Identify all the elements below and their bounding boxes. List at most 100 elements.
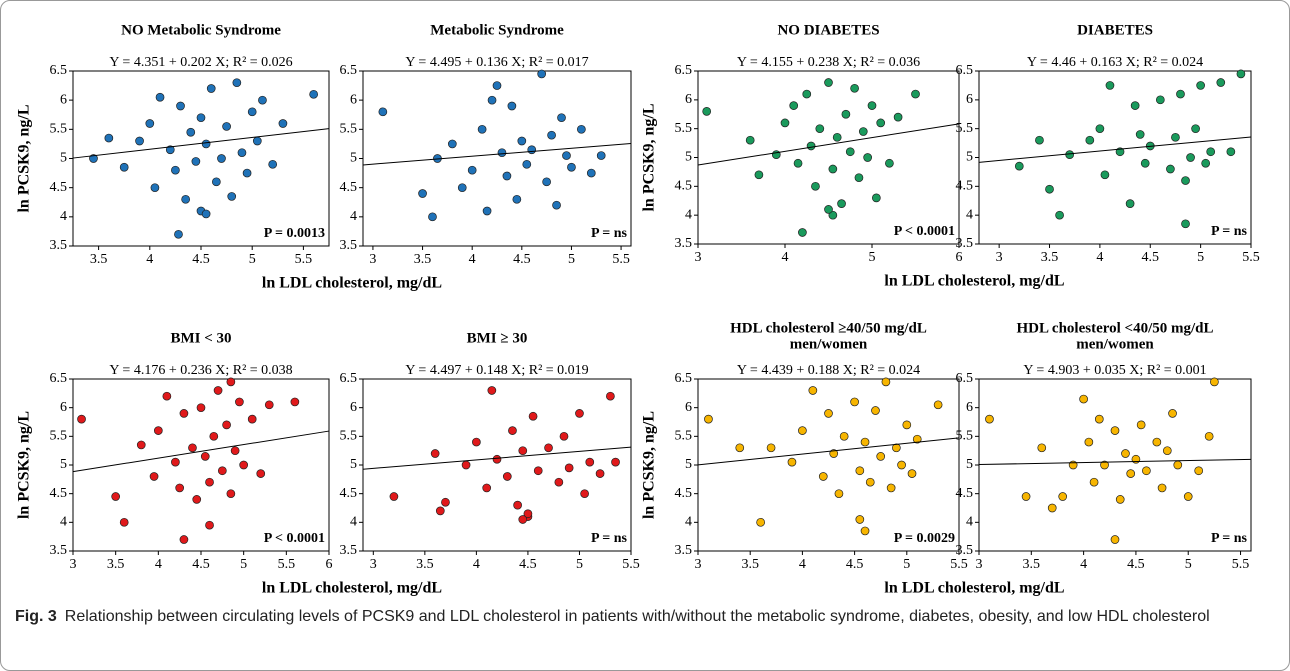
point xyxy=(209,431,219,441)
point xyxy=(754,170,764,180)
point xyxy=(850,83,859,93)
x-tick-label: 3 xyxy=(695,250,702,265)
x-tick-label: 4 xyxy=(146,252,153,267)
point xyxy=(893,112,903,122)
point xyxy=(881,377,891,387)
point xyxy=(841,109,851,119)
x-tick-label: 3.5 xyxy=(107,557,125,572)
fit-line xyxy=(697,437,960,466)
y-tick-label: 6.5 xyxy=(340,371,358,386)
point xyxy=(278,119,288,128)
point xyxy=(567,162,576,172)
point xyxy=(828,210,838,220)
point xyxy=(206,84,216,93)
point xyxy=(834,489,844,499)
point xyxy=(798,426,807,435)
point xyxy=(818,472,828,481)
point xyxy=(235,397,244,407)
y-tick-label: 5 xyxy=(966,457,973,472)
point xyxy=(1084,437,1094,447)
point xyxy=(1140,158,1150,168)
point xyxy=(1157,483,1167,493)
p-value: P < 0.0001 xyxy=(894,224,955,239)
x-axis-label: ln LDL cholesterol, mg/dL xyxy=(262,275,442,292)
point xyxy=(149,472,159,481)
y-tick-label: 5 xyxy=(350,457,357,472)
x-axis-label: ln LDL cholesterol, mg/dL xyxy=(884,273,1064,290)
point xyxy=(1181,219,1190,229)
y-tick-label: 4.5 xyxy=(50,180,68,195)
point xyxy=(461,460,471,470)
point xyxy=(230,446,240,456)
equation: Y = 4.155 + 0.238 X; R² = 0.036 xyxy=(737,55,920,70)
point xyxy=(518,446,528,456)
fit-line xyxy=(978,136,1252,163)
point xyxy=(435,506,445,516)
point xyxy=(174,229,183,239)
x-tick-label: 5.5 xyxy=(295,252,313,267)
point xyxy=(232,78,242,88)
p-value: P = ns xyxy=(591,226,628,241)
point xyxy=(1183,492,1193,501)
point xyxy=(564,463,574,473)
x-tick-label: 6 xyxy=(956,250,963,265)
x-tick-label: 3 xyxy=(996,250,1003,265)
y-tick-label: 6.5 xyxy=(50,63,68,78)
panel-title: HDL cholesterol ≥40/50 mg/dL xyxy=(730,320,927,336)
point xyxy=(1100,170,1110,180)
y-tick-label: 6 xyxy=(60,92,67,107)
y-axis-label: ln PCSK9, ng/L xyxy=(641,411,658,519)
panel-title: BMI ≥ 30 xyxy=(467,330,528,346)
point xyxy=(595,469,605,478)
point xyxy=(798,228,807,237)
point xyxy=(596,151,606,160)
point xyxy=(1171,132,1180,142)
x-tick-label: 5.5 xyxy=(950,557,968,572)
panel-title: men/women xyxy=(790,336,868,352)
point xyxy=(226,489,236,499)
fit-line xyxy=(978,458,1252,466)
point xyxy=(523,509,533,519)
point xyxy=(252,136,262,146)
fit-line xyxy=(72,128,330,159)
point xyxy=(497,148,507,158)
point xyxy=(175,483,185,493)
point xyxy=(547,130,556,140)
point xyxy=(537,69,547,79)
point xyxy=(1130,101,1140,110)
point xyxy=(1014,161,1024,171)
equation: Y = 4.351 + 0.202 X; R² = 0.026 xyxy=(109,55,292,70)
y-tick-label: 4 xyxy=(685,207,692,222)
point xyxy=(512,194,522,204)
point xyxy=(552,200,561,210)
x-tick-label: 3.5 xyxy=(1041,250,1059,265)
y-tick-label: 4.5 xyxy=(956,179,974,194)
point xyxy=(544,443,553,453)
point xyxy=(1100,460,1109,470)
point xyxy=(179,535,189,544)
point xyxy=(802,89,812,99)
x-tick-label: 4.5 xyxy=(192,557,210,572)
point xyxy=(239,460,249,470)
point xyxy=(1186,153,1195,162)
point xyxy=(985,414,994,424)
x-tick-label: 3.5 xyxy=(414,252,432,267)
point xyxy=(1047,503,1057,513)
x-tick-label: 5 xyxy=(240,557,247,572)
y-tick-label: 5 xyxy=(685,457,692,472)
point xyxy=(268,159,278,169)
point xyxy=(858,127,868,136)
chart: 3.5 4 4.5 5 5.5 6 6.5 3.5 4 4.5 5 5.5 Y = 4.351 + 0.… xyxy=(16,22,1260,596)
point xyxy=(780,118,790,128)
point xyxy=(824,78,833,87)
y-tick-label: 6.5 xyxy=(50,371,68,386)
y-tick-label: 3.5 xyxy=(956,543,974,558)
point xyxy=(829,449,839,458)
point xyxy=(492,454,502,464)
point xyxy=(933,400,943,410)
x-tick-label: 4.5 xyxy=(192,252,210,267)
point xyxy=(1079,394,1088,404)
x-tick-label: 5.5 xyxy=(278,557,296,572)
point xyxy=(839,431,849,441)
point xyxy=(886,483,896,493)
